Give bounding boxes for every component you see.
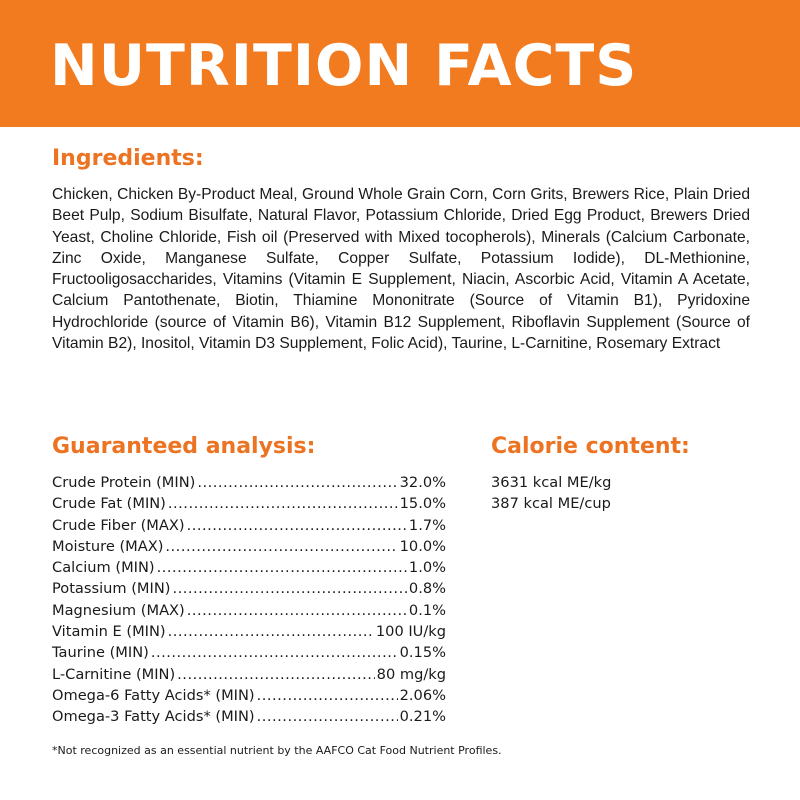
- ingredients-heading: Ingredients:: [52, 146, 204, 171]
- calorie-line: 387 kcal ME/cup: [491, 495, 611, 513]
- analysis-row: Crude Fat (MIN) 15.0%: [52, 493, 446, 514]
- analysis-row: Taurine (MIN) 0.15%: [52, 642, 446, 663]
- analysis-value: 1.7%: [408, 516, 446, 534]
- analysis-label: Taurine (MIN): [52, 644, 149, 662]
- analysis-label: Vitamin E (MIN): [52, 623, 166, 641]
- analysis-label: Omega-6 Fatty Acids* (MIN): [52, 686, 255, 704]
- analysis-value: 15.0%: [399, 495, 446, 513]
- calorie-content-heading: Calorie content:: [491, 434, 690, 459]
- analysis-row: Moisture (MAX) 10.0%: [52, 536, 446, 557]
- analysis-row: Vitamin E (MIN) 100 IU/kg: [52, 621, 446, 642]
- analysis-label: Omega-3 Fatty Acids* (MIN): [52, 708, 255, 726]
- analysis-label: Magnesium (MAX): [52, 601, 185, 619]
- dot-leader: [157, 557, 407, 578]
- analysis-row: Crude Protein (MIN) 32.0%: [52, 472, 446, 493]
- analysis-value: 32.0%: [399, 474, 446, 491]
- analysis-value: 100 IU/kg: [375, 623, 446, 641]
- analysis-row: Omega-3 Fatty Acids* (MIN) 0.21%: [52, 706, 446, 727]
- calorie-content-list: 3631 kcal ME/kg 387 kcal ME/cup: [491, 472, 611, 515]
- analysis-label: Potassium (MIN): [52, 580, 171, 598]
- dot-leader: [168, 621, 374, 642]
- analysis-value: 0.1%: [408, 601, 446, 619]
- calorie-line: 3631 kcal ME/kg: [491, 474, 612, 491]
- analysis-label: Moisture (MAX): [52, 537, 164, 555]
- analysis-label: Crude Fiber (MAX): [52, 516, 185, 534]
- dot-leader: [177, 664, 375, 685]
- analysis-value: 1.0%: [408, 559, 446, 577]
- analysis-value: 10.0%: [399, 537, 446, 555]
- analysis-label: Crude Fat (MIN): [52, 495, 166, 513]
- analysis-row: Calcium (MIN) 1.0%: [52, 557, 446, 578]
- guaranteed-analysis-list: Crude Protein (MIN) 32.0% Crude Fat (MIN) 1…: [52, 472, 446, 728]
- guaranteed-analysis-heading: Guaranteed analysis:: [52, 434, 316, 459]
- dot-leader: [257, 706, 398, 727]
- dot-leader: [165, 536, 397, 557]
- analysis-label: Crude Protein (MIN): [52, 474, 196, 491]
- analysis-value: 2.06%: [399, 686, 446, 704]
- header-banner: NUTRITION FACTS: [0, 0, 800, 127]
- analysis-row: Potassium (MIN) 0.8%: [52, 578, 446, 599]
- analysis-label: L-Carnitine (MIN): [52, 665, 176, 683]
- analysis-value: 0.8%: [408, 580, 446, 598]
- analysis-row: Omega-6 Fatty Acids* (MIN) 2.06%: [52, 685, 446, 706]
- dot-leader: [187, 515, 407, 536]
- analysis-value: 0.15%: [399, 644, 446, 662]
- analysis-row: Magnesium (MAX) 0.1%: [52, 600, 446, 621]
- dot-leader: [187, 600, 407, 621]
- ingredients-text: Chicken, Chicken By-Product Meal, Ground…: [52, 186, 750, 353]
- analysis-value: 80 mg/kg: [376, 665, 446, 683]
- dot-leader: [172, 578, 406, 599]
- analysis-label: Calcium (MIN): [52, 559, 155, 577]
- analysis-row: Crude Fiber (MAX) 1.7%: [52, 515, 446, 536]
- dot-leader: [151, 642, 398, 663]
- dot-leader: [257, 685, 398, 706]
- analysis-value: 0.21%: [399, 708, 446, 726]
- analysis-row: L-Carnitine (MIN) 80 mg/kg: [52, 664, 446, 685]
- dot-leader: [197, 472, 397, 493]
- page-title: NUTRITION FACTS: [50, 33, 638, 99]
- footnote: *Not recognized as an essential nutrient…: [52, 744, 502, 757]
- dot-leader: [168, 493, 398, 514]
